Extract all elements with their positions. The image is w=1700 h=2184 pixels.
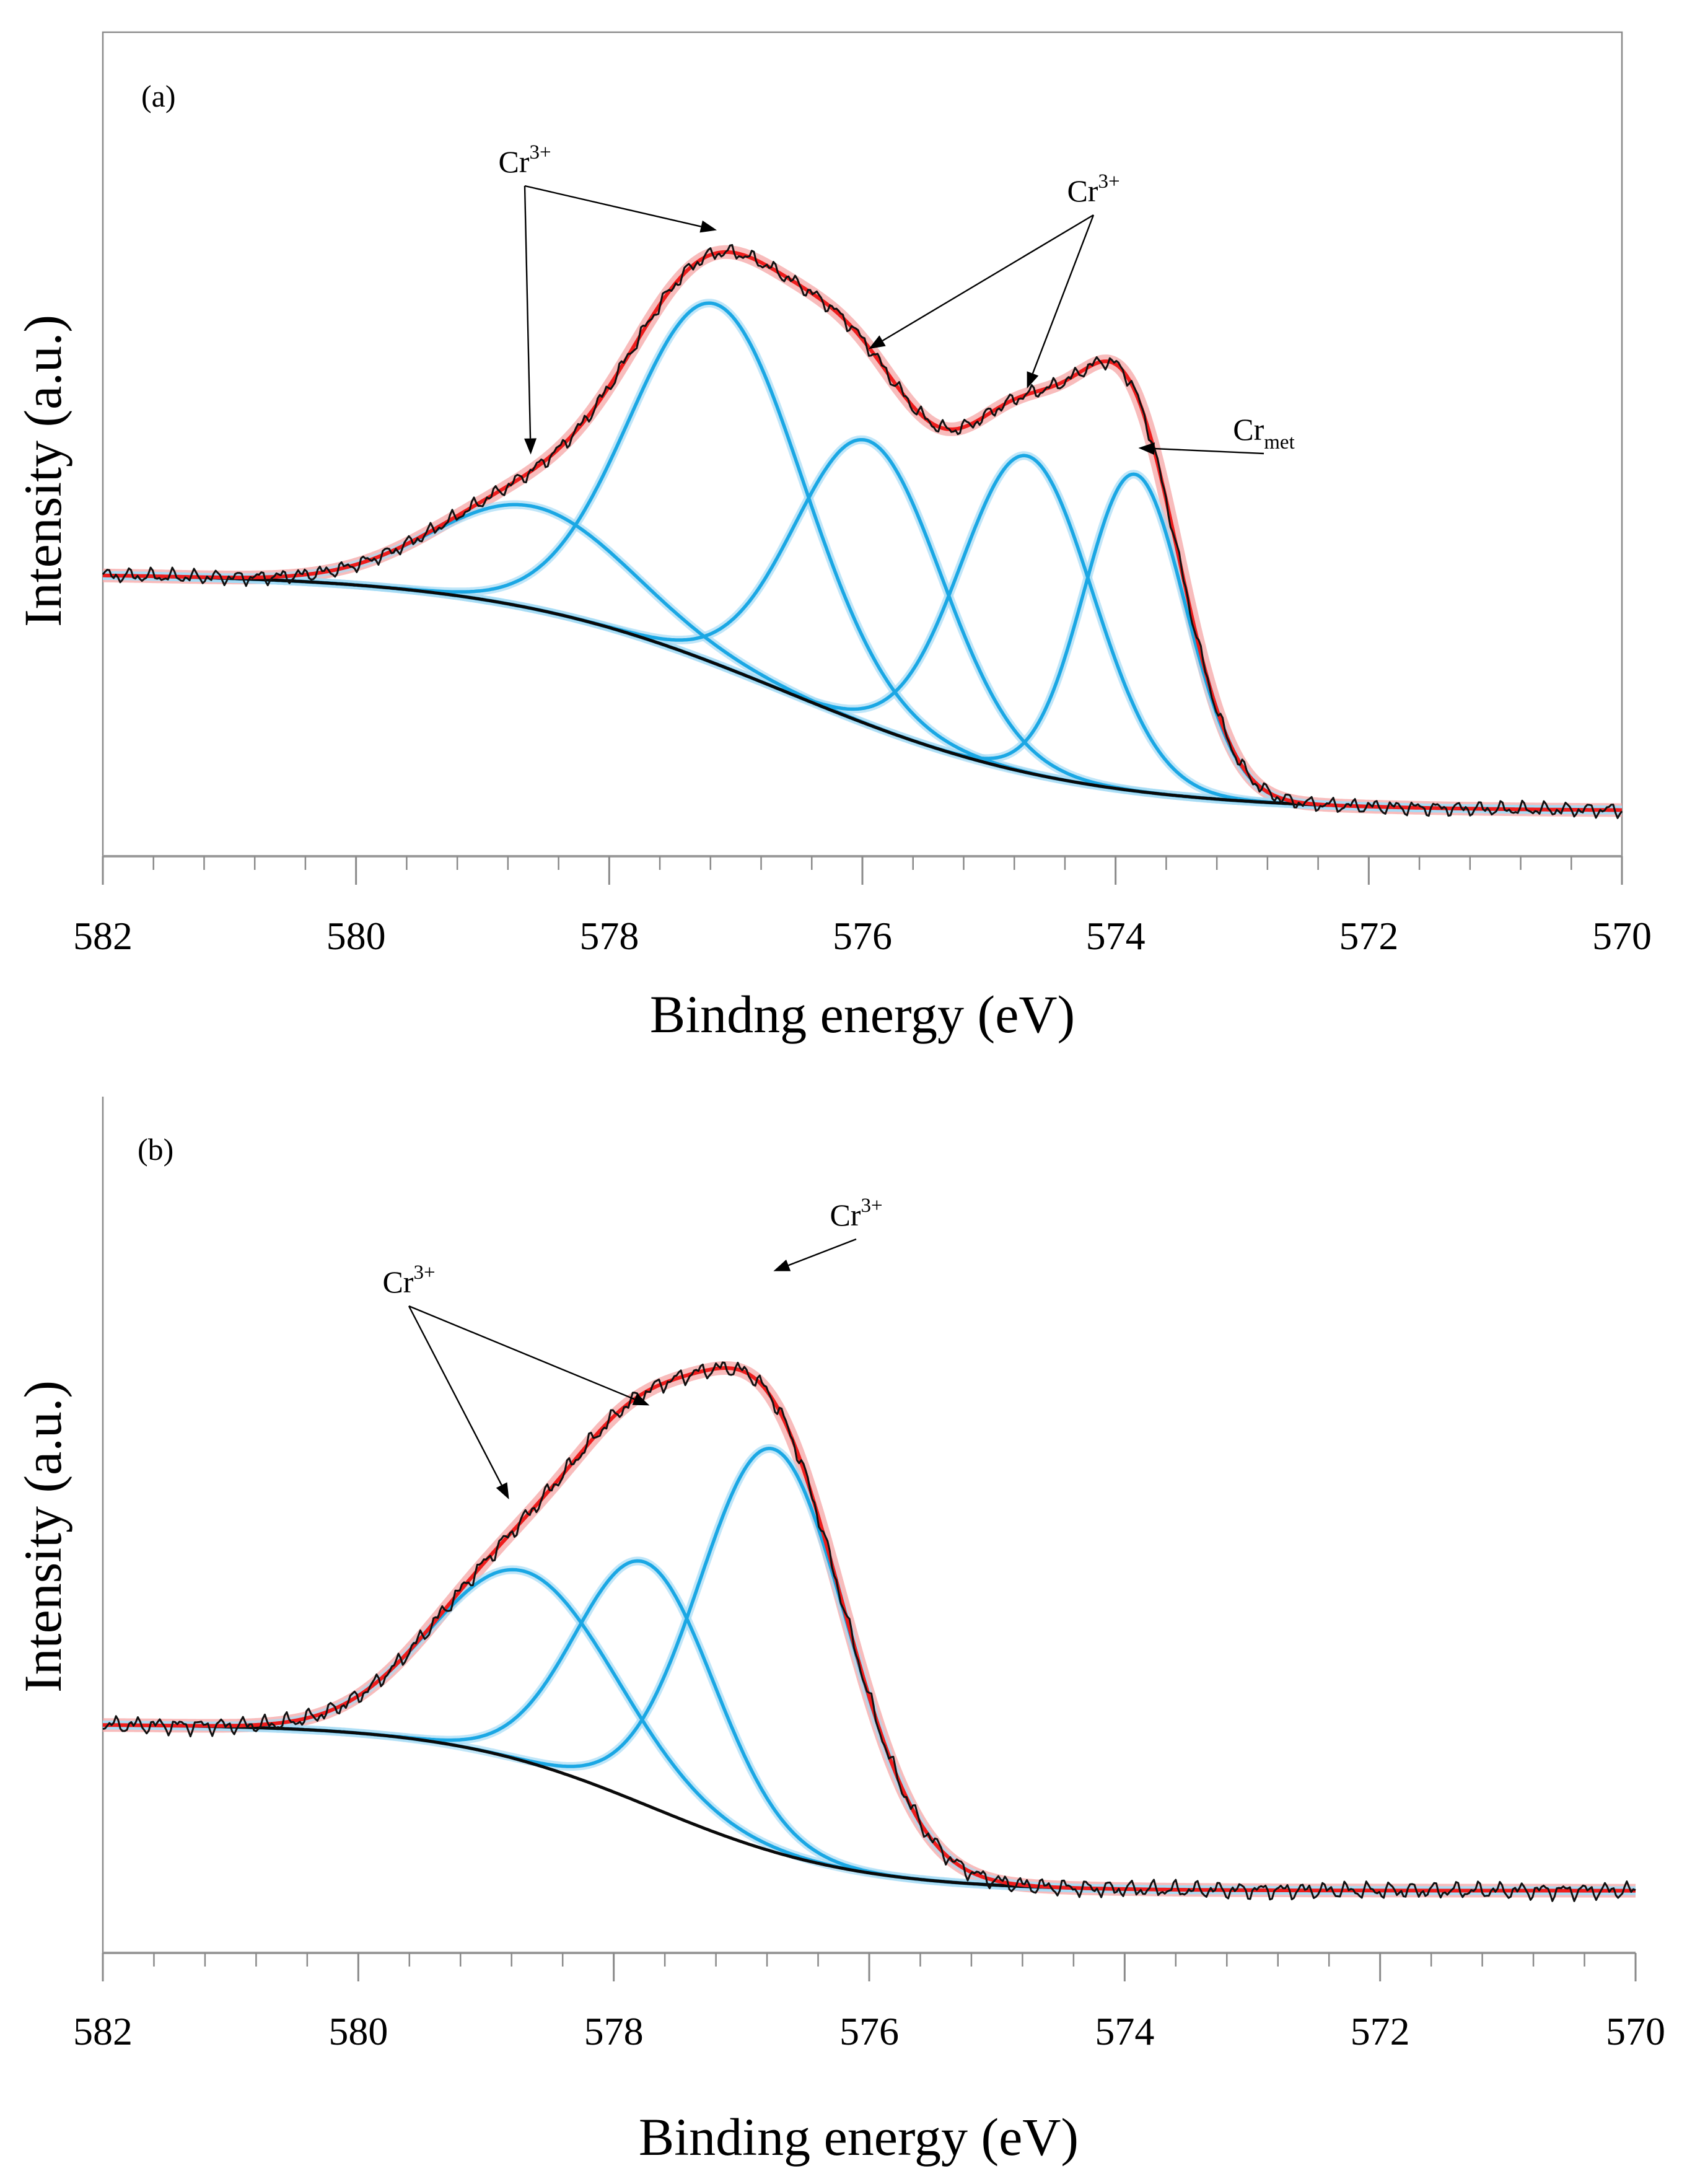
x-tick-label: 578 — [584, 2009, 644, 2053]
annotation-arrowhead — [699, 220, 717, 233]
curves-a — [98, 243, 1627, 819]
panel-b: 582 580 578 576 574 572 570 Cr3+Cr3+ (b) Bindi… — [13, 1097, 1665, 2167]
x-tick-label: 570 — [1592, 914, 1652, 958]
panel-a: 582 580 578 576 574 572 570 Cr3+Cr3+Crmet (a) … — [13, 31, 1652, 1044]
x-tick-label: 574 — [1086, 914, 1146, 958]
x-tick-label: 582 — [73, 914, 133, 958]
envelope-fit — [103, 250, 1622, 812]
annotation-arrow — [524, 185, 532, 439]
x-tick-label: 580 — [326, 914, 386, 958]
x-tick-label: 572 — [1351, 2009, 1410, 2053]
annotation-arrowhead — [1138, 442, 1155, 455]
x-ticks-a: 582 580 578 576 574 572 570 — [73, 856, 1652, 958]
annotation-arrow — [1032, 214, 1095, 374]
panel-label-b: (b) — [138, 1132, 173, 1167]
annotation-arrowhead — [524, 438, 537, 455]
annotation-arrowhead — [773, 1259, 791, 1271]
annotation-arrow — [1154, 447, 1264, 455]
x-ticks-b: 582 580 578 576 574 572 570 — [73, 1953, 1665, 2053]
annotation-arrow — [788, 1238, 857, 1266]
annotation-arrow — [882, 214, 1094, 341]
x-tick-label: 574 — [1095, 2009, 1154, 2053]
annotation-arrowhead — [496, 1482, 509, 1499]
annotations-a: Cr3+Cr3+Crmet — [498, 141, 1295, 455]
raw-spectrum — [102, 243, 1623, 819]
x-tick-label: 576 — [839, 2009, 899, 2053]
annotation-label: Cr3+ — [830, 1195, 882, 1232]
annotation-arrowhead — [632, 1393, 650, 1406]
x-tick-label: 582 — [73, 2009, 133, 2053]
envelope-fit — [102, 1366, 1636, 1893]
x-axis-title-b: Binding energy (eV) — [639, 2107, 1079, 2167]
y-axis-title-b: Intensity (a.u.) — [13, 1380, 72, 1693]
x-tick-label: 576 — [833, 914, 892, 958]
x-axis-title-a: Bindng energy (eV) — [650, 985, 1075, 1044]
annotation-arrow — [408, 1305, 502, 1486]
x-tick-label: 572 — [1339, 914, 1398, 958]
curves-b — [98, 1361, 1641, 1902]
x-tick-label: 570 — [1606, 2009, 1665, 2053]
annotation-arrow — [524, 185, 701, 227]
annotation-arrowhead — [1027, 371, 1039, 389]
annotation-label: Cr3+ — [1067, 170, 1119, 208]
x-tick-label: 578 — [579, 914, 639, 958]
annotation-arrow — [408, 1305, 635, 1400]
y-axis-title-a: Intensity (a.u.) — [13, 315, 72, 627]
x-tick-label: 580 — [328, 2009, 388, 2053]
panel-label-a: (a) — [141, 79, 176, 113]
raw-spectrum — [102, 1361, 1636, 1902]
annotation-arrowhead — [869, 335, 886, 349]
